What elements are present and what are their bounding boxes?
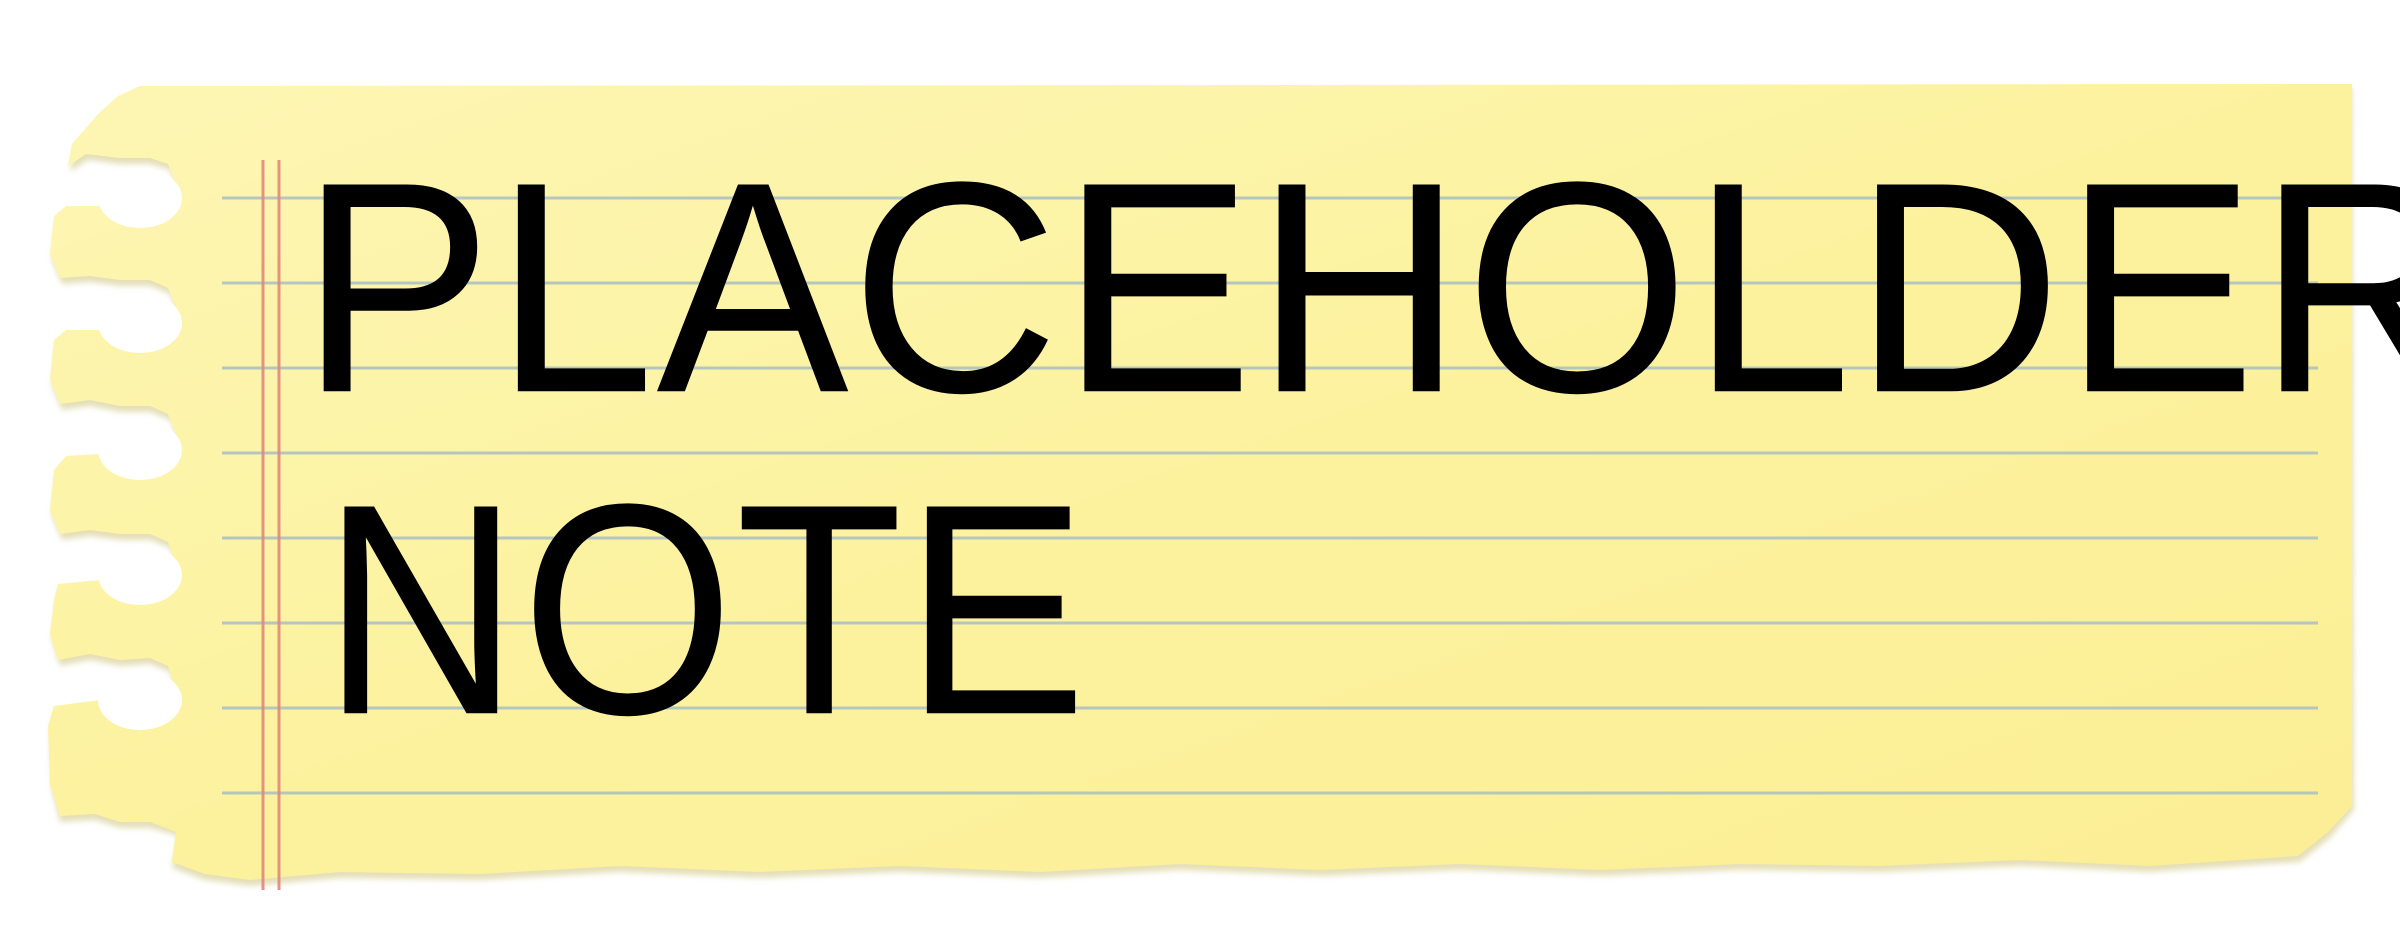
note-text-line-2: NOTE bbox=[322, 442, 1089, 778]
ruled-lines bbox=[222, 196, 2318, 795]
margin-lines bbox=[261, 160, 281, 890]
note-text-line-1: PLACEHOLDER bbox=[300, 120, 2400, 456]
binder-holes bbox=[98, 168, 182, 730]
